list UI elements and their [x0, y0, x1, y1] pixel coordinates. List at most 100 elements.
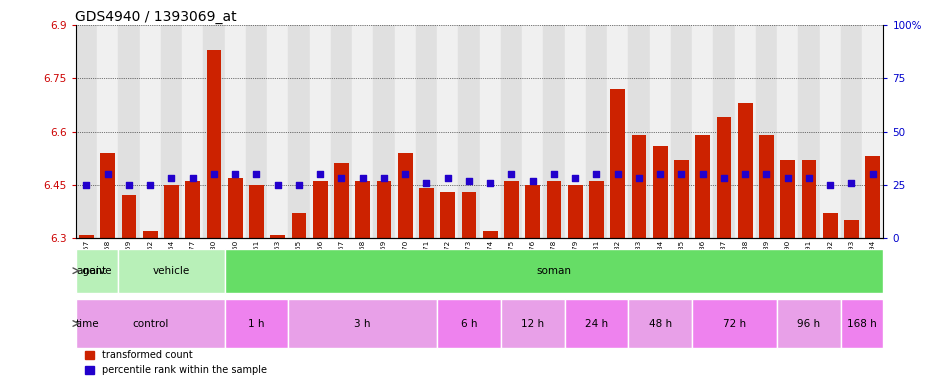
- Bar: [862, 25, 883, 238]
- Text: 96 h: 96 h: [797, 318, 820, 329]
- Bar: [289, 299, 438, 348]
- Bar: [759, 135, 774, 238]
- Bar: [313, 181, 327, 238]
- Point: [504, 171, 519, 177]
- Bar: [738, 103, 753, 238]
- Point: [696, 171, 710, 177]
- Bar: [121, 195, 136, 238]
- Bar: [118, 25, 140, 238]
- Text: 48 h: 48 h: [648, 318, 672, 329]
- Bar: [206, 50, 221, 238]
- Bar: [628, 299, 692, 348]
- Bar: [355, 181, 370, 238]
- Bar: [462, 192, 476, 238]
- Bar: [717, 118, 732, 238]
- Bar: [589, 181, 604, 238]
- Bar: [97, 25, 118, 238]
- Point: [802, 175, 817, 182]
- Point: [228, 171, 242, 177]
- Text: naive: naive: [83, 266, 111, 276]
- Bar: [713, 25, 734, 238]
- Text: 6 h: 6 h: [461, 318, 477, 329]
- Text: soman: soman: [536, 266, 572, 276]
- Bar: [225, 299, 289, 348]
- Bar: [246, 25, 267, 238]
- Point: [291, 182, 306, 188]
- Legend: transformed count, percentile rank within the sample: transformed count, percentile rank withi…: [80, 346, 271, 379]
- Text: vehicle: vehicle: [153, 266, 191, 276]
- Bar: [140, 25, 161, 238]
- Bar: [291, 213, 306, 238]
- Point: [717, 175, 732, 182]
- Bar: [76, 299, 225, 348]
- Bar: [841, 25, 862, 238]
- Text: 72 h: 72 h: [723, 318, 746, 329]
- Bar: [164, 185, 179, 238]
- Bar: [568, 185, 583, 238]
- Bar: [798, 25, 820, 238]
- Bar: [632, 135, 647, 238]
- Text: 24 h: 24 h: [585, 318, 608, 329]
- Point: [610, 171, 625, 177]
- Bar: [76, 248, 118, 293]
- Point: [355, 175, 370, 182]
- Point: [568, 175, 583, 182]
- Bar: [696, 135, 710, 238]
- Bar: [270, 235, 285, 238]
- Bar: [525, 185, 540, 238]
- Bar: [802, 160, 817, 238]
- Bar: [628, 25, 649, 238]
- Bar: [438, 25, 459, 238]
- Bar: [649, 25, 671, 238]
- Bar: [331, 25, 352, 238]
- Bar: [228, 178, 242, 238]
- Bar: [844, 220, 859, 238]
- Point: [142, 182, 157, 188]
- Point: [206, 171, 221, 177]
- Point: [653, 171, 668, 177]
- Bar: [607, 25, 628, 238]
- Bar: [504, 181, 519, 238]
- Point: [185, 175, 200, 182]
- Text: 168 h: 168 h: [847, 318, 877, 329]
- Point: [525, 177, 540, 184]
- Text: 1 h: 1 h: [248, 318, 265, 329]
- Bar: [398, 153, 413, 238]
- Bar: [756, 25, 777, 238]
- Bar: [440, 192, 455, 238]
- Bar: [820, 25, 841, 238]
- Bar: [522, 25, 543, 238]
- Bar: [185, 181, 200, 238]
- Bar: [692, 299, 777, 348]
- Bar: [543, 25, 564, 238]
- Point: [674, 171, 689, 177]
- Bar: [79, 235, 94, 238]
- Bar: [586, 25, 607, 238]
- Bar: [777, 299, 841, 348]
- Point: [589, 171, 604, 177]
- Bar: [118, 248, 225, 293]
- Bar: [865, 156, 881, 238]
- Bar: [459, 25, 480, 238]
- Point: [164, 175, 179, 182]
- Point: [866, 171, 881, 177]
- Bar: [352, 25, 374, 238]
- Bar: [267, 25, 289, 238]
- Point: [121, 182, 136, 188]
- Bar: [334, 164, 349, 238]
- Bar: [564, 25, 586, 238]
- Bar: [419, 188, 434, 238]
- Bar: [225, 248, 883, 293]
- Point: [334, 175, 349, 182]
- Bar: [777, 25, 798, 238]
- Bar: [841, 299, 883, 348]
- Text: GDS4940 / 1393069_at: GDS4940 / 1393069_at: [75, 10, 237, 24]
- Point: [376, 175, 391, 182]
- Point: [781, 175, 796, 182]
- Bar: [674, 160, 689, 238]
- Bar: [823, 213, 838, 238]
- Bar: [76, 25, 97, 238]
- Point: [632, 175, 647, 182]
- Bar: [142, 231, 157, 238]
- Point: [845, 180, 859, 186]
